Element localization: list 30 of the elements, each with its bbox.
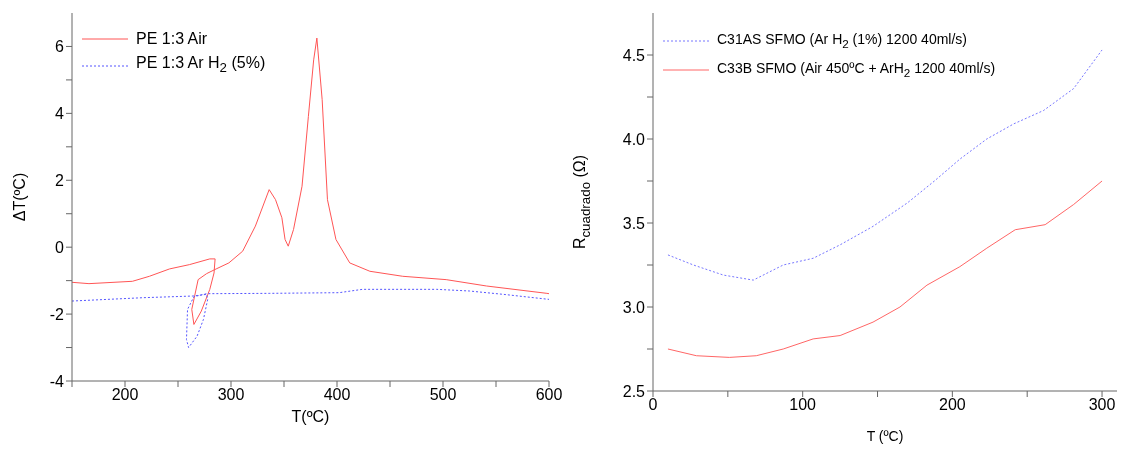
y-tick-label: 2 <box>55 171 65 189</box>
y-tick-label: 4.5 <box>622 46 646 64</box>
y-tick-label: 4 <box>55 105 65 123</box>
x-tick-label: 200 <box>111 386 139 404</box>
x-tick-label: 600 <box>535 386 563 404</box>
legend-label: PE 1:3 Ar H$_{2}$ (5%) <box>136 53 266 78</box>
y-tick-label: 3.5 <box>622 214 646 232</box>
x-tick-label: 500 <box>429 386 457 404</box>
x-tick-label: 300 <box>217 386 245 404</box>
y-tick-label: 0 <box>55 238 65 256</box>
line-series <box>667 180 1103 358</box>
y-tick-label: 3.0 <box>622 298 646 316</box>
y-tick-label: -4 <box>49 372 65 390</box>
y-tick-label: 2.5 <box>622 382 646 400</box>
x-axis-title: T(ºC) <box>290 408 331 426</box>
y-tick-label: -2 <box>49 305 65 323</box>
legend-label: C31AS SFMO (Ar H$_{2}$ (1%) 1200 40ml/s) <box>717 30 968 52</box>
legend-label: C33B SFMO (Air 450ºC + ArH$_{2}$ 1200 40ml/s) <box>717 58 996 81</box>
y-tick-label: 4.0 <box>622 130 646 148</box>
x-tick-label: 300 <box>1088 396 1116 414</box>
legend-label: PE 1:3 Air <box>136 29 208 49</box>
line-series <box>667 49 1103 281</box>
x-tick-label: 0 <box>648 396 658 414</box>
y-tick-label: 6 <box>55 38 65 56</box>
x-tick-label: 400 <box>323 386 351 404</box>
x-tick-label: 200 <box>939 396 966 414</box>
y-axis-title: ΔT(ºC) <box>11 172 29 222</box>
line-series <box>72 288 549 349</box>
x-axis-title: T (ºC) <box>865 428 905 444</box>
x-tick-label: 100 <box>789 396 817 414</box>
